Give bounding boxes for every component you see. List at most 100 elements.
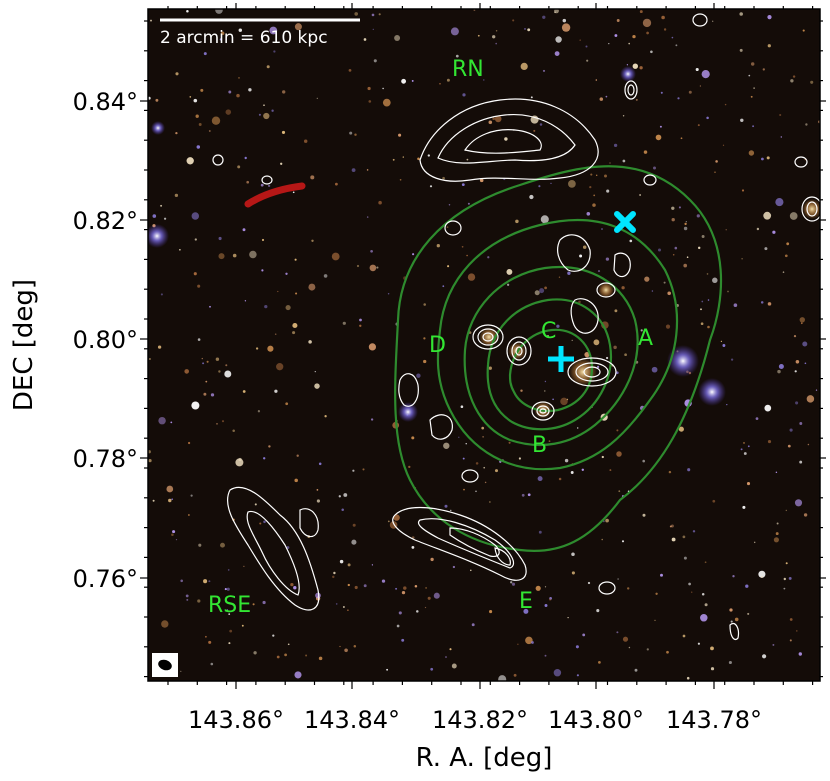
galaxy — [294, 478, 298, 483]
galaxy — [560, 397, 568, 406]
galaxy — [210, 393, 215, 397]
galaxy — [642, 459, 645, 463]
galaxy — [324, 415, 327, 418]
label-rn: RN — [452, 57, 484, 82]
galaxy — [794, 499, 803, 507]
galaxy — [152, 214, 157, 218]
galaxy — [166, 485, 174, 493]
galaxy — [581, 468, 584, 471]
galaxy — [403, 586, 407, 590]
galaxy — [241, 624, 244, 627]
galaxy — [263, 112, 270, 120]
galaxy — [191, 401, 200, 410]
galaxy — [729, 608, 733, 612]
galaxy — [748, 74, 751, 77]
bright-star — [398, 402, 418, 422]
galaxy — [539, 123, 543, 126]
galaxy — [492, 35, 496, 39]
galaxy — [436, 244, 440, 248]
galaxy — [761, 576, 763, 578]
galaxy — [161, 620, 169, 628]
galaxy — [205, 380, 208, 383]
galaxy — [805, 123, 808, 126]
galaxy — [215, 357, 220, 361]
galaxy — [789, 428, 793, 432]
galaxy — [792, 75, 796, 78]
galaxy — [750, 95, 753, 98]
galaxy — [429, 185, 433, 188]
galaxy — [783, 587, 786, 590]
galaxy — [616, 429, 619, 432]
galaxy — [597, 365, 600, 368]
galaxy — [815, 389, 818, 391]
galaxy — [347, 583, 350, 587]
galaxy — [396, 624, 400, 628]
galaxy — [549, 598, 552, 601]
label-e: E — [519, 589, 533, 614]
galaxy — [354, 585, 358, 590]
galaxy — [369, 264, 377, 272]
galaxy — [701, 300, 704, 303]
galaxy — [484, 481, 487, 484]
galaxy — [416, 610, 419, 613]
galaxy — [794, 370, 797, 373]
galaxy — [700, 614, 708, 622]
galaxy — [323, 274, 328, 278]
galaxy — [370, 249, 373, 253]
galaxy — [745, 584, 749, 588]
galaxy — [666, 650, 669, 654]
galaxy — [197, 338, 201, 341]
galaxy — [455, 54, 459, 58]
galaxy — [554, 11, 556, 14]
galaxy — [780, 136, 783, 138]
galaxy — [467, 202, 470, 205]
galaxy — [635, 98, 638, 101]
galaxy — [498, 675, 507, 681]
galaxy — [416, 373, 421, 378]
galaxy — [564, 458, 569, 463]
galaxy — [376, 266, 379, 269]
galaxy — [259, 522, 262, 525]
galaxy — [483, 466, 486, 469]
galaxy — [254, 503, 257, 506]
galaxy — [730, 620, 733, 623]
galaxy — [282, 90, 286, 94]
x-tick-label: 143.78° — [666, 706, 762, 734]
galaxy — [544, 286, 547, 290]
label-c: C — [541, 319, 556, 344]
galaxy — [228, 642, 231, 645]
galaxy — [710, 667, 715, 671]
galaxy — [229, 629, 233, 633]
galaxy — [424, 606, 427, 609]
galaxy — [448, 204, 451, 206]
galaxy — [257, 410, 261, 413]
galaxy — [762, 654, 767, 659]
galaxy — [268, 445, 271, 448]
galaxy — [401, 78, 407, 84]
galaxy — [538, 185, 541, 188]
galaxy — [218, 370, 221, 373]
galaxy — [712, 277, 718, 284]
galaxy — [524, 27, 526, 30]
galaxy — [331, 252, 340, 261]
galaxy — [381, 579, 386, 583]
galaxy — [425, 586, 428, 589]
galaxy — [621, 286, 625, 290]
galaxy — [489, 501, 491, 503]
galaxy — [479, 178, 484, 183]
galaxy — [628, 42, 630, 45]
axis-ticks — [140, 3, 826, 689]
galaxy — [305, 654, 308, 657]
galaxy — [446, 78, 450, 82]
galaxy — [697, 642, 701, 645]
galaxy — [226, 609, 229, 611]
galaxy — [796, 630, 798, 632]
galaxy — [618, 490, 621, 493]
galaxy — [180, 579, 183, 583]
galaxy — [190, 494, 193, 497]
galaxy — [615, 371, 619, 375]
galaxy — [172, 530, 176, 534]
galaxy — [748, 150, 755, 156]
galaxy — [158, 416, 166, 425]
galaxy — [803, 513, 808, 517]
